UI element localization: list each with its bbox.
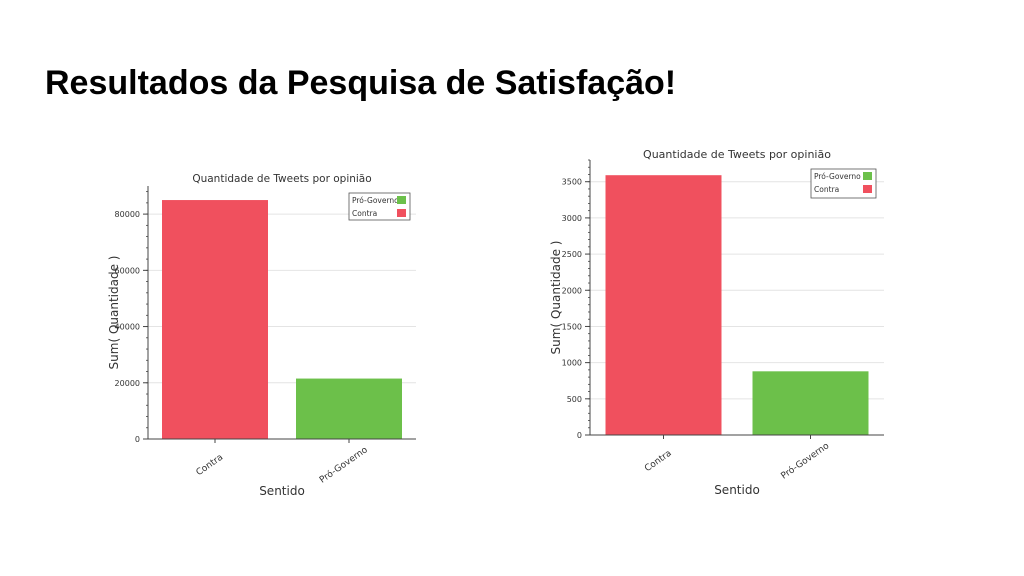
bar-prgoverno <box>752 371 869 435</box>
y-tick-label: 0 <box>135 435 140 444</box>
slide-title: Resultados da Pesquisa de Satisfação! <box>45 64 677 102</box>
y-tick-label: 80000 <box>115 210 140 219</box>
x-tick-label: Pró-Governo <box>779 440 832 481</box>
y-tick-label: 1000 <box>562 359 582 368</box>
y-axis-label: Sum( Quantidade ) <box>549 241 563 355</box>
chart-title: Quantidade de Tweets por opinião <box>643 148 831 161</box>
y-tick-label: 1500 <box>562 322 582 331</box>
bar-contra <box>605 175 722 435</box>
legend-label: Contra <box>814 185 839 194</box>
legend-label: Contra <box>352 209 377 218</box>
chart-title: Quantidade de Tweets por opinião <box>192 173 371 185</box>
y-tick-label: 40000 <box>115 323 140 332</box>
legend-swatch <box>863 172 872 180</box>
y-tick-label: 3500 <box>562 178 582 187</box>
bar-prgoverno <box>296 378 402 439</box>
legend-swatch <box>397 196 406 204</box>
bar-contra <box>162 200 268 439</box>
y-axis-label: Sum( Quantidade ) <box>107 256 121 370</box>
legend-label: Pró-Governo <box>352 196 399 205</box>
y-tick-label: 2500 <box>562 250 582 259</box>
x-tick-label: Contra <box>643 449 674 475</box>
x-axis-label: Sentido <box>714 483 760 497</box>
y-tick-label: 500 <box>567 395 582 404</box>
legend-label: Pró-Governo <box>814 172 861 181</box>
legend-swatch <box>863 185 872 193</box>
y-tick-label: 2000 <box>562 286 582 295</box>
x-axis-label: Sentido <box>259 484 305 498</box>
y-tick-label: 60000 <box>115 266 140 275</box>
y-tick-label: 0 <box>577 431 582 440</box>
y-tick-label: 20000 <box>115 379 140 388</box>
legend-swatch <box>397 209 406 217</box>
y-tick-label: 3000 <box>562 214 582 223</box>
